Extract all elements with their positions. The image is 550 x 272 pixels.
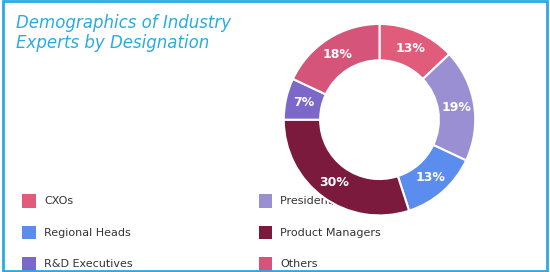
Text: R&D Executives: R&D Executives bbox=[44, 259, 133, 269]
Text: 7%: 7% bbox=[293, 96, 315, 109]
Wedge shape bbox=[379, 24, 449, 79]
Text: Others: Others bbox=[280, 259, 318, 269]
Text: Product Managers: Product Managers bbox=[280, 228, 381, 237]
Text: CXOs: CXOs bbox=[44, 196, 73, 206]
Bar bbox=[22, 257, 36, 271]
Wedge shape bbox=[293, 24, 380, 94]
Text: Regional Heads: Regional Heads bbox=[44, 228, 131, 237]
Text: 13%: 13% bbox=[416, 171, 446, 184]
Bar bbox=[258, 194, 272, 208]
Bar bbox=[22, 194, 36, 208]
Text: 13%: 13% bbox=[395, 42, 425, 55]
Bar bbox=[258, 226, 272, 239]
Text: 19%: 19% bbox=[441, 101, 471, 114]
Wedge shape bbox=[284, 79, 326, 120]
Text: 18%: 18% bbox=[323, 48, 353, 61]
Wedge shape bbox=[423, 54, 475, 160]
Text: 30%: 30% bbox=[319, 176, 349, 189]
Text: President/Vice Presidents: President/Vice Presidents bbox=[280, 196, 421, 206]
Text: Demographics of Industry
Experts by Designation: Demographics of Industry Experts by Desi… bbox=[16, 14, 232, 52]
Bar bbox=[258, 257, 272, 271]
Bar bbox=[22, 226, 36, 239]
Wedge shape bbox=[398, 145, 466, 211]
Wedge shape bbox=[284, 120, 409, 215]
